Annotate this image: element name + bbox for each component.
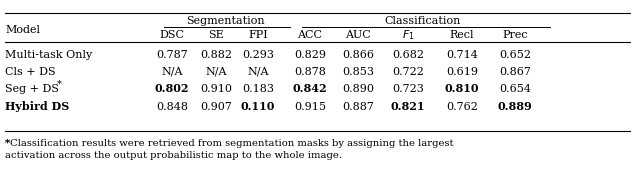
Text: 0.682: 0.682 bbox=[392, 50, 424, 60]
Text: Prec: Prec bbox=[502, 30, 528, 40]
Text: 0.829: 0.829 bbox=[294, 50, 326, 60]
Text: 0.853: 0.853 bbox=[342, 67, 374, 77]
Text: N/A: N/A bbox=[247, 67, 269, 77]
Text: Model: Model bbox=[5, 25, 40, 35]
Text: 0.821: 0.821 bbox=[391, 102, 425, 112]
Text: 0.915: 0.915 bbox=[294, 102, 326, 112]
Text: N/A: N/A bbox=[161, 67, 183, 77]
Text: 0.887: 0.887 bbox=[342, 102, 374, 112]
Text: 0.848: 0.848 bbox=[156, 102, 188, 112]
Text: 0.889: 0.889 bbox=[498, 102, 532, 112]
Text: 0.890: 0.890 bbox=[342, 84, 374, 94]
Text: 0.183: 0.183 bbox=[242, 84, 274, 94]
Text: 0.619: 0.619 bbox=[446, 67, 478, 77]
Text: 0.723: 0.723 bbox=[392, 84, 424, 94]
Text: 0.842: 0.842 bbox=[292, 83, 327, 95]
Text: *: * bbox=[5, 139, 10, 147]
Text: Cls + DS: Cls + DS bbox=[5, 67, 56, 77]
Text: 0.787: 0.787 bbox=[156, 50, 188, 60]
Text: $F_1$: $F_1$ bbox=[402, 28, 414, 42]
Text: 0.810: 0.810 bbox=[445, 83, 479, 95]
Text: 0.802: 0.802 bbox=[155, 83, 189, 95]
Text: Seg + DS: Seg + DS bbox=[5, 84, 59, 94]
Text: *Classification results were retrieved from segmentation masks by assigning the : *Classification results were retrieved f… bbox=[5, 139, 454, 147]
Text: SE: SE bbox=[208, 30, 224, 40]
Text: Hybird DS: Hybird DS bbox=[5, 102, 69, 112]
Text: Classification: Classification bbox=[384, 16, 461, 26]
Text: activation across the output probabilistic map to the whole image.: activation across the output probabilist… bbox=[5, 151, 342, 159]
Text: 0.907: 0.907 bbox=[200, 102, 232, 112]
Text: Multi-task Only: Multi-task Only bbox=[5, 50, 92, 60]
Text: 0.654: 0.654 bbox=[499, 84, 531, 94]
Text: 0.714: 0.714 bbox=[446, 50, 478, 60]
Text: 0.866: 0.866 bbox=[342, 50, 374, 60]
Text: *: * bbox=[57, 80, 62, 88]
Text: 0.652: 0.652 bbox=[499, 50, 531, 60]
Text: N/A: N/A bbox=[205, 67, 227, 77]
Text: AUC: AUC bbox=[345, 30, 371, 40]
Text: Recl: Recl bbox=[450, 30, 474, 40]
Text: Segmentation: Segmentation bbox=[186, 16, 264, 26]
Text: 0.293: 0.293 bbox=[242, 50, 274, 60]
Text: ACC: ACC bbox=[298, 30, 323, 40]
Text: 0.722: 0.722 bbox=[392, 67, 424, 77]
Text: 0.110: 0.110 bbox=[241, 102, 275, 112]
Text: DSC: DSC bbox=[159, 30, 184, 40]
Text: 0.910: 0.910 bbox=[200, 84, 232, 94]
Text: 0.867: 0.867 bbox=[499, 67, 531, 77]
Text: 0.882: 0.882 bbox=[200, 50, 232, 60]
Text: FPI: FPI bbox=[248, 30, 268, 40]
Text: 0.878: 0.878 bbox=[294, 67, 326, 77]
Text: 0.762: 0.762 bbox=[446, 102, 478, 112]
